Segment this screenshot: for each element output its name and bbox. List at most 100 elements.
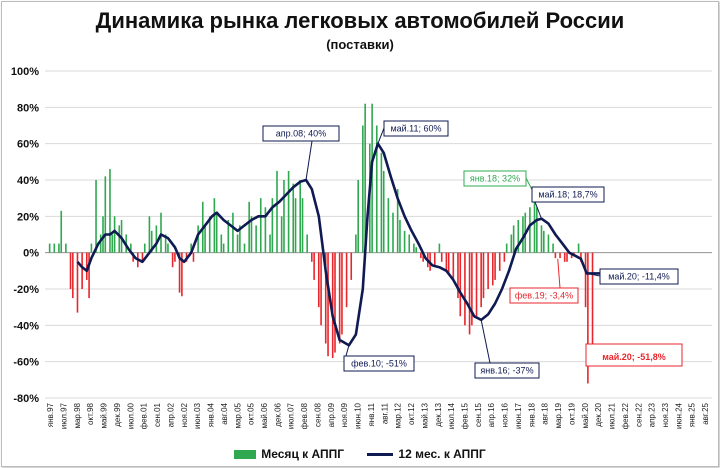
- x-tick-label: дек.06: [273, 402, 282, 426]
- bar: [570, 252, 573, 259]
- bar: [171, 252, 174, 268]
- bar: [287, 170, 290, 253]
- bar: [559, 252, 561, 259]
- y-tick-label: 60%: [17, 139, 39, 151]
- bar: [471, 252, 473, 326]
- x-tick-label: фев.15: [460, 402, 469, 429]
- bar: [118, 225, 121, 253]
- bar: [197, 225, 199, 253]
- annotation-box: [531, 186, 605, 203]
- bar: [213, 198, 216, 253]
- y-axis-ticks: 100% 80% 60% 40% 20% 0% -20% -40% -60% -80%: [11, 66, 39, 405]
- bar: [536, 207, 538, 253]
- bar: [375, 125, 378, 253]
- x-tick-label: июн.03: [193, 402, 202, 429]
- bar: [271, 198, 274, 253]
- x-tick-label: сен.01: [153, 402, 162, 427]
- bar: [327, 252, 329, 357]
- legend-bar-label: Месяц к АППГ: [261, 446, 345, 461]
- x-tick-label: мар.98: [73, 402, 82, 428]
- x-tick-label: апр.16: [487, 402, 496, 427]
- bar: [239, 225, 241, 253]
- bar: [53, 243, 56, 253]
- bar: [90, 243, 93, 253]
- bar-series: [48, 103, 594, 384]
- bar: [510, 234, 513, 253]
- bar: [364, 103, 366, 253]
- bar: [236, 234, 239, 253]
- bar: [580, 252, 582, 262]
- x-tick-label: янв.18: [527, 402, 536, 427]
- bar: [167, 243, 169, 253]
- x-tick-label: июл.07: [287, 402, 296, 429]
- bar: [387, 198, 390, 253]
- annotation-box: [343, 355, 415, 372]
- x-tick-label: янв.04: [207, 402, 216, 427]
- x-tick-label: апр.09: [327, 402, 336, 427]
- bar: [174, 252, 176, 262]
- bar: [150, 230, 153, 253]
- bar: [345, 252, 348, 308]
- bar: [380, 152, 383, 253]
- bar: [299, 180, 301, 253]
- y-tick-label: -60%: [13, 357, 39, 369]
- bar: [60, 210, 63, 253]
- x-tick-label: июл.21: [608, 402, 617, 429]
- bar: [264, 207, 267, 253]
- bar: [294, 198, 297, 253]
- x-tick-label: сен.15: [474, 402, 483, 427]
- annotation-label: янв.16; -37%: [480, 366, 533, 376]
- annotation-label: май.18; 18,7%: [538, 190, 597, 200]
- bar: [283, 180, 285, 253]
- bar: [438, 243, 441, 253]
- bar: [276, 170, 278, 253]
- bar: [65, 243, 67, 253]
- legend-line-label: 12 мес. к АППГ: [398, 446, 486, 461]
- line-series: [76, 142, 602, 347]
- bar: [204, 225, 206, 253]
- bar: [324, 252, 327, 344]
- x-tick-label: июл.14: [447, 402, 456, 429]
- bar: [362, 125, 364, 253]
- bar: [69, 252, 72, 289]
- x-tick-label: окт.98: [86, 402, 95, 424]
- annotation-label: апр.08; 40%: [276, 129, 326, 139]
- legend: Месяц к АППГ 12 мес. к АППГ: [0, 446, 720, 461]
- x-tick-label: янв.97: [46, 402, 55, 427]
- x-tick-label: июн.17: [514, 402, 523, 429]
- bar: [566, 252, 568, 262]
- bar: [413, 243, 415, 253]
- annotation-box: [262, 125, 340, 142]
- x-tick-label: фев.01: [140, 402, 149, 429]
- annotation-leader: [480, 319, 491, 364]
- bar: [533, 194, 536, 253]
- bar: [248, 201, 250, 253]
- bar: [422, 252, 424, 262]
- annotation-label: май.20; -11,4%: [608, 272, 670, 282]
- x-tick-label: июн.10: [354, 402, 363, 429]
- bar: [81, 252, 83, 289]
- bar: [181, 252, 183, 297]
- x-tick-label: май.99: [100, 402, 109, 428]
- bar: [143, 243, 146, 253]
- bar: [334, 252, 336, 353]
- bar: [420, 252, 422, 259]
- annotations: апр.08; 40% май.11; 60% фев.10; -51% янв.16…: [262, 120, 683, 379]
- bar: [104, 176, 107, 253]
- bar: [160, 212, 162, 253]
- y-tick-label: 40%: [17, 175, 39, 187]
- bar: [155, 225, 158, 253]
- bar: [232, 212, 234, 253]
- bar: [58, 243, 60, 253]
- x-tick-label: апр.02: [166, 402, 175, 427]
- bar: [259, 198, 262, 253]
- x-tick-label: ноя.23: [661, 402, 670, 427]
- x-tick-label: май.20: [581, 402, 590, 428]
- annotation-leader: [557, 258, 561, 289]
- x-tick-label: дек.13: [434, 402, 443, 426]
- x-tick-label: июл.00: [126, 402, 135, 429]
- y-tick-label: -40%: [13, 320, 39, 332]
- bar: [440, 252, 443, 262]
- bar: [102, 216, 104, 253]
- bar: [543, 230, 545, 253]
